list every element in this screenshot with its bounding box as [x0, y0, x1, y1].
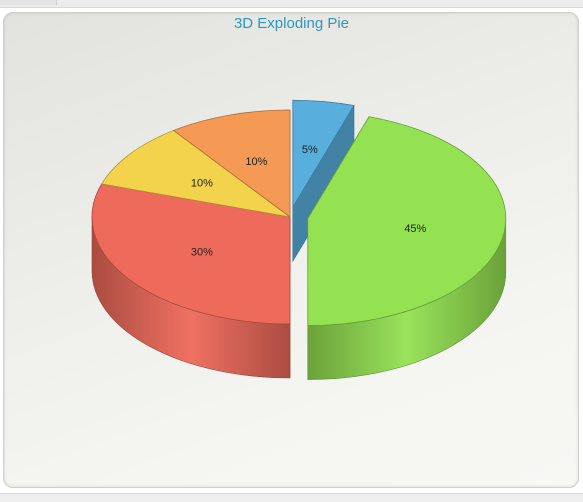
- pie-slice-label: 10%: [191, 177, 213, 189]
- pie-slice-label: 10%: [245, 156, 267, 168]
- pie-slice-label: 5%: [302, 144, 318, 156]
- pie-slice-label: 30%: [191, 247, 213, 259]
- pie-slice-label: 45%: [404, 223, 426, 235]
